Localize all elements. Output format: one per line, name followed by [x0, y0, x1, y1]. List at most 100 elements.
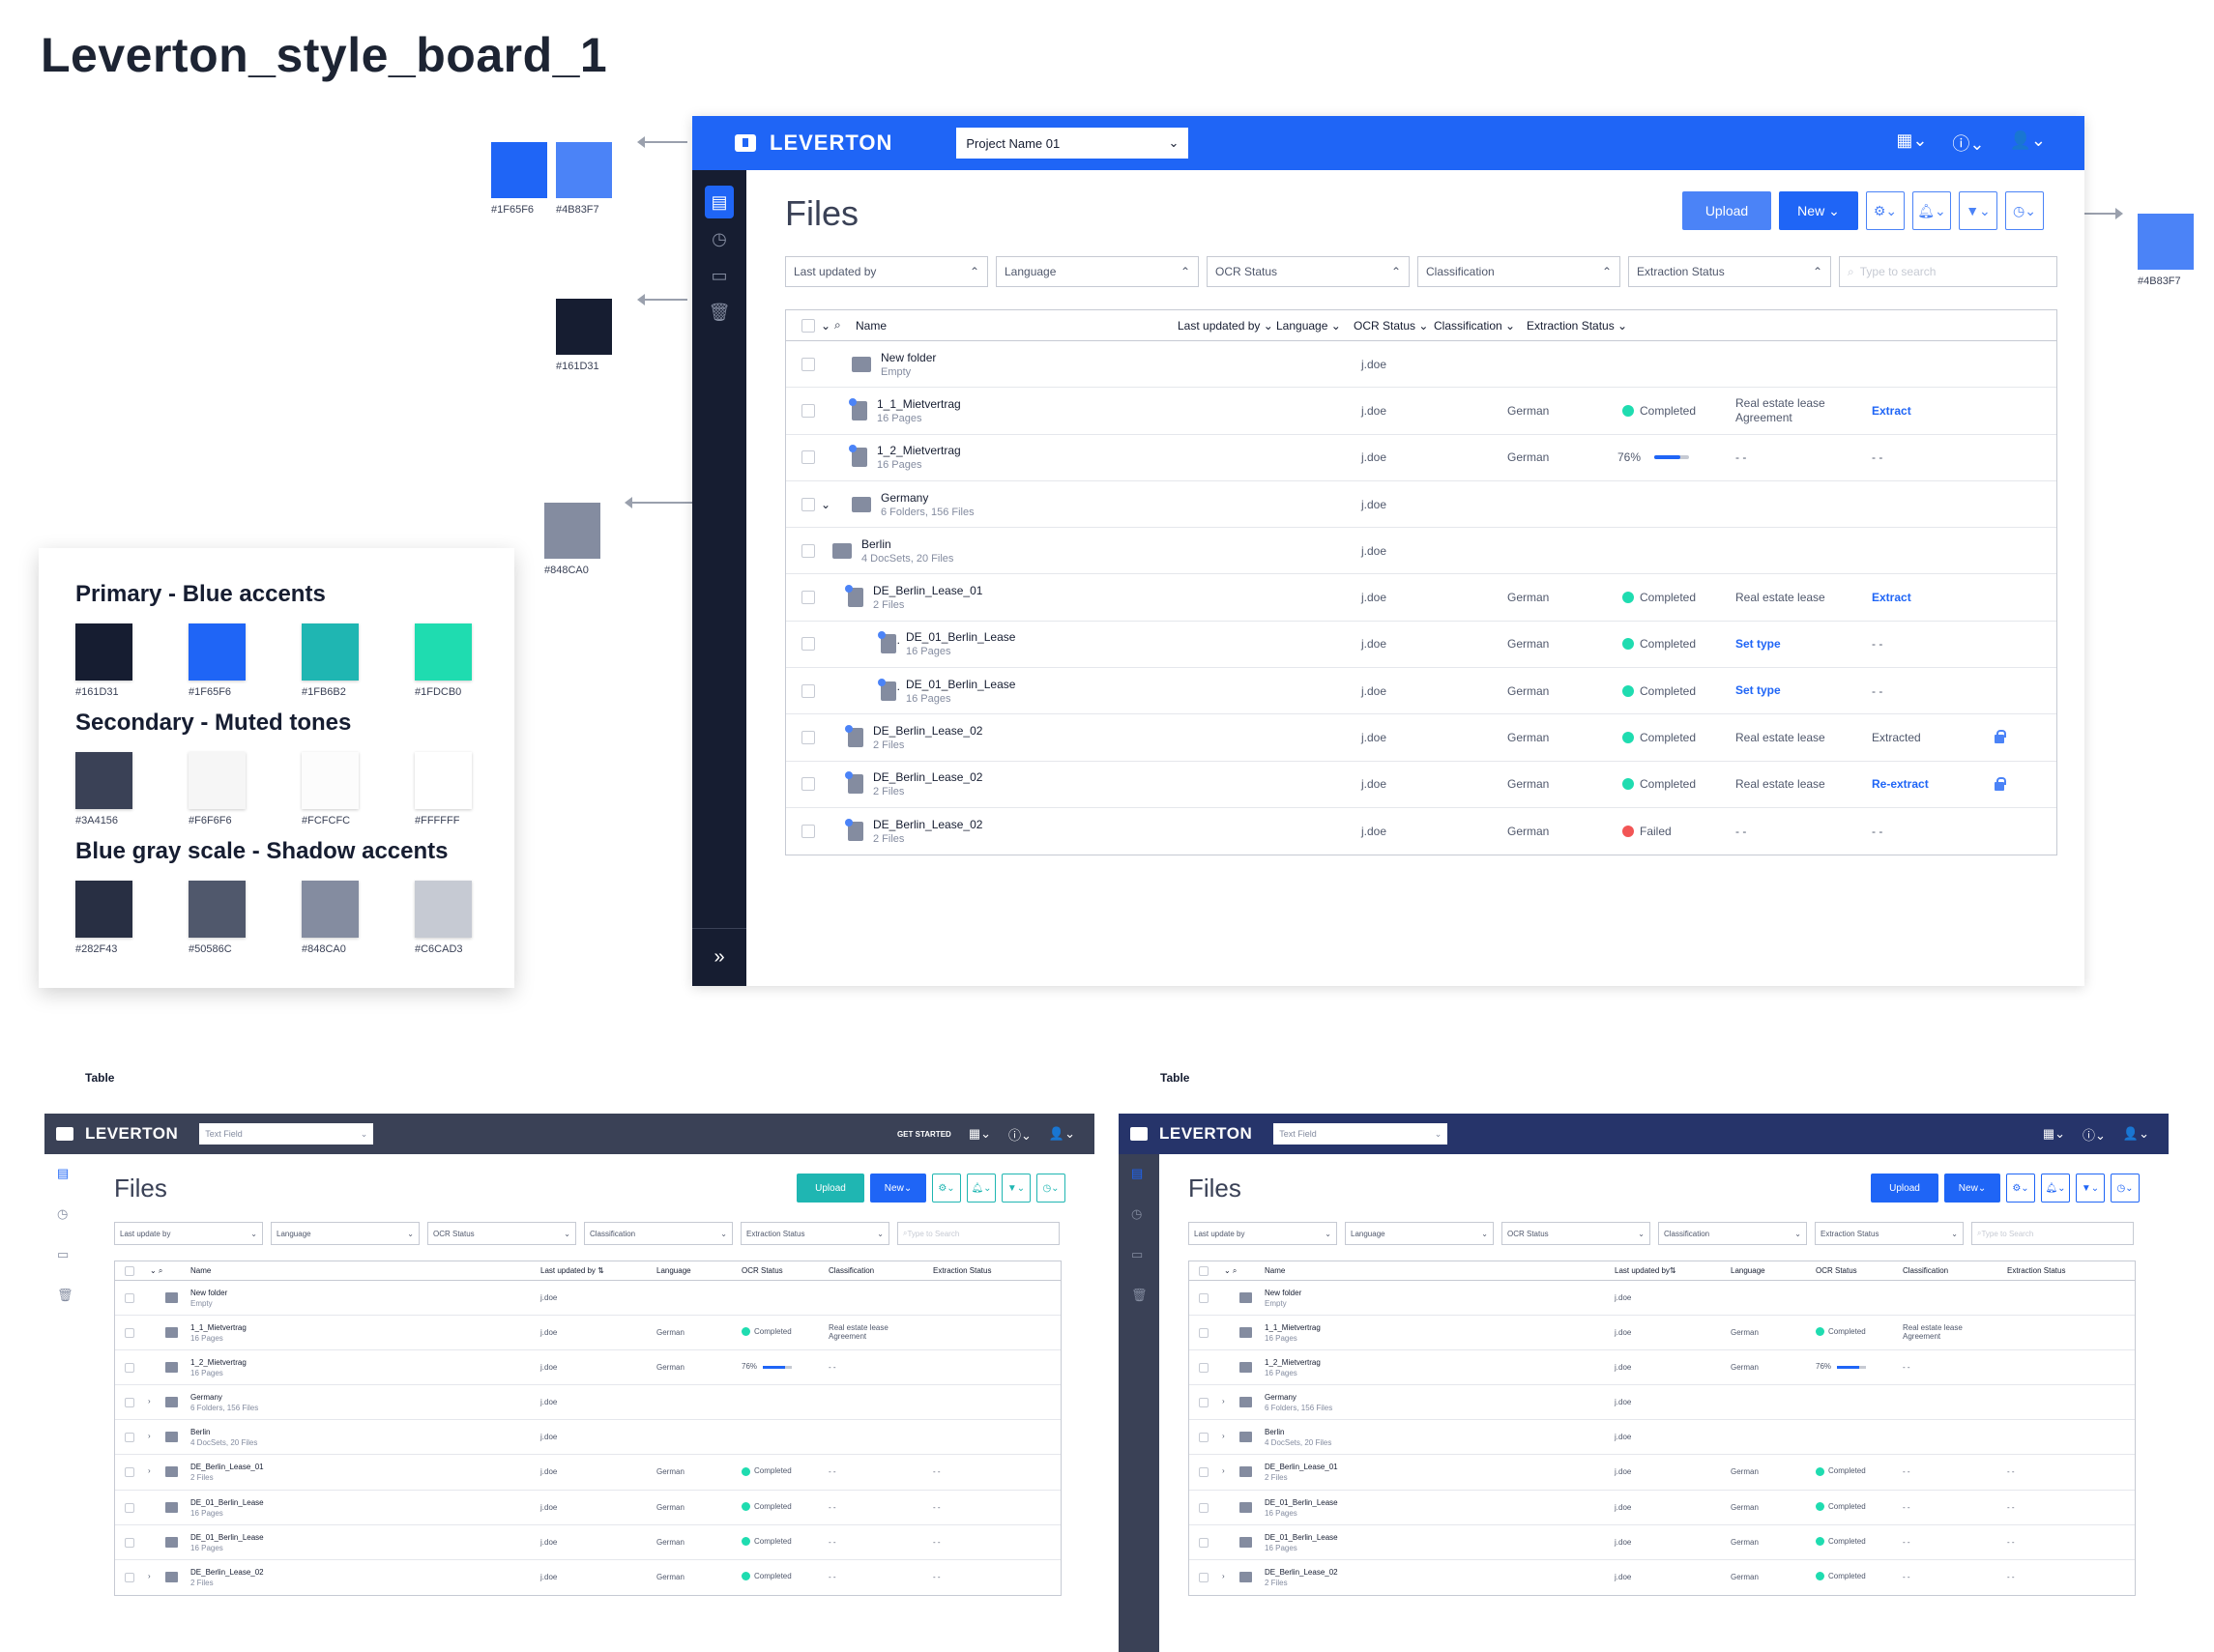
- chevron-right-icon[interactable]: ›: [1222, 1397, 1225, 1406]
- col-ocr[interactable]: OCR Status ⌄: [1354, 318, 1429, 333]
- row-checkbox[interactable]: [801, 731, 815, 745]
- apps-grid-icon[interactable]: ▦⌄: [968, 1126, 991, 1141]
- archive-icon[interactable]: ▭: [711, 265, 728, 285]
- filter-dropdown[interactable]: Extraction Status ⌄: [1815, 1222, 1964, 1245]
- column-header[interactable]: Extraction Status: [933, 1266, 992, 1275]
- settings-icon[interactable]: ⚙⌄: [932, 1174, 961, 1203]
- row-checkbox[interactable]: [801, 825, 815, 839]
- row-checkbox[interactable]: [125, 1537, 134, 1548]
- row-classification[interactable]: Set type: [1735, 683, 1781, 698]
- row-checkbox[interactable]: [801, 450, 815, 465]
- archive-icon[interactable]: ▭: [1131, 1247, 1144, 1261]
- trash-icon[interactable]: 🗑: [57, 1288, 73, 1302]
- row-checkbox[interactable]: [1199, 1293, 1209, 1303]
- files-icon[interactable]: ▤: [1131, 1166, 1144, 1180]
- row-checkbox[interactable]: [125, 1363, 134, 1374]
- search-icon[interactable]: ⌕: [834, 318, 841, 332]
- filter-dropdown[interactable]: Last updated by ⌃: [785, 256, 988, 287]
- chevron-right-icon[interactable]: ›: [1222, 1571, 1225, 1580]
- lock-icon[interactable]: [1995, 730, 2006, 744]
- filter-icon[interactable]: ▼⌄: [1959, 191, 1997, 230]
- bell-icon[interactable]: 🔔︎⌄: [1912, 191, 1951, 230]
- row-checkbox[interactable]: [125, 1398, 134, 1408]
- filter-dropdown[interactable]: Last update by ⌄: [114, 1222, 263, 1245]
- table-row[interactable]: 1_2_Mietvertrag 16 Pages j.doe German 76% - -: [1189, 1350, 2135, 1386]
- filter-dropdown[interactable]: Extraction Status ⌄: [741, 1222, 889, 1245]
- row-checkbox[interactable]: [801, 637, 815, 652]
- row-checkbox[interactable]: [801, 683, 815, 698]
- table-row[interactable]: 1_2_Mietvertrag 16 Pages j.doe German 76% - -…: [786, 435, 2056, 481]
- settings-icon[interactable]: ⚙⌄: [1866, 191, 1905, 230]
- row-checkbox[interactable]: [125, 1572, 134, 1582]
- history-icon[interactable]: ◷⌄: [2111, 1174, 2140, 1203]
- trash-icon[interactable]: 🗑: [1131, 1288, 1148, 1302]
- files-icon[interactable]: ▤: [705, 186, 734, 218]
- table-row[interactable]: 1_1_Mietvertrag 16 Pages j.doe German Comple…: [1189, 1316, 2135, 1351]
- new-button[interactable]: New ⌄: [1944, 1174, 2000, 1203]
- filter-dropdown[interactable]: Language ⌄: [1345, 1222, 1494, 1245]
- row-checkbox[interactable]: [125, 1293, 134, 1303]
- apps-grid-icon[interactable]: ▦⌄: [2042, 1126, 2065, 1141]
- collapse-all-icon[interactable]: ⌄: [821, 318, 831, 333]
- row-checkbox[interactable]: [1199, 1572, 1209, 1582]
- table-row[interactable]: › Berlin 4 DocSets, 20 Files j.doe: [1189, 1420, 2135, 1456]
- col-extraction[interactable]: Extraction Status ⌄: [1527, 318, 1628, 333]
- filter-icon[interactable]: ▼⌄: [2076, 1174, 2105, 1203]
- lock-icon[interactable]: [1995, 776, 2006, 791]
- table-row[interactable]: 1_1_Mietvertrag 16 Pages j.doe German Comple…: [115, 1316, 1061, 1351]
- collapse-all-icon[interactable]: ⌄ ⌕: [150, 1265, 163, 1275]
- table-row[interactable]: › Germany 6 Folders, 156 Files j.doe: [1189, 1385, 2135, 1421]
- row-checkbox[interactable]: [1199, 1467, 1209, 1478]
- row-checkbox[interactable]: [125, 1467, 134, 1478]
- history-icon[interactable]: ◷⌄: [2005, 191, 2044, 230]
- row-checkbox[interactable]: [125, 1502, 134, 1513]
- row-checkbox[interactable]: [1199, 1363, 1209, 1374]
- user-icon[interactable]: 👤⌄: [2122, 1126, 2149, 1141]
- table-row[interactable]: ⌄DE_Berlin_Lease_012 Filesj.doeGermanCom…: [786, 574, 2056, 622]
- project-select[interactable]: Project Name 01 ⌄: [956, 128, 1189, 159]
- get-started-link[interactable]: GET STARTED: [896, 1129, 951, 1139]
- search-input[interactable]: ⌕ Type to search: [1839, 256, 2057, 287]
- clock-icon[interactable]: ◷: [57, 1206, 69, 1221]
- column-header[interactable]: Language: [656, 1266, 691, 1275]
- filter-dropdown[interactable]: OCR Status ⌄: [427, 1222, 576, 1245]
- upload-button[interactable]: Upload: [1682, 191, 1771, 230]
- row-extraction-status[interactable]: Extract: [1872, 403, 1911, 418]
- new-button[interactable]: New ⌄: [870, 1174, 926, 1203]
- column-header[interactable]: Last updated by ⇅: [540, 1266, 604, 1275]
- row-checkbox[interactable]: [801, 357, 815, 371]
- column-header[interactable]: Extraction Status: [2007, 1266, 2066, 1275]
- help-icon[interactable]: ⓘ⌄: [1008, 1127, 1032, 1143]
- select-all-checkbox[interactable]: [801, 318, 815, 333]
- bell-icon[interactable]: 🔔︎⌄: [2041, 1174, 2070, 1203]
- new-button[interactable]: New ⌄: [1779, 191, 1858, 230]
- chevron-right-icon[interactable]: ›: [148, 1466, 151, 1476]
- col-updated[interactable]: Last updated by ⌄: [1178, 318, 1273, 333]
- column-header[interactable]: Name: [190, 1266, 212, 1275]
- upload-button[interactable]: Upload: [1871, 1174, 1938, 1203]
- clock-icon[interactable]: ◷: [1131, 1206, 1143, 1221]
- table-row[interactable]: 1_2_Mietvertrag 16 Pages j.doe German 76% - -: [115, 1350, 1061, 1386]
- table-row[interactable]: ›DE_Berlin_Lease_022 Filesj.doeGermanCom…: [786, 762, 2056, 808]
- row-checkbox[interactable]: [801, 403, 815, 418]
- column-header[interactable]: Language: [1731, 1266, 1765, 1275]
- filter-dropdown[interactable]: Classification ⌄: [584, 1222, 733, 1245]
- user-icon[interactable]: 👤⌄: [2009, 130, 2047, 150]
- row-checkbox[interactable]: [801, 591, 815, 605]
- row-checkbox[interactable]: [801, 497, 815, 511]
- table-row[interactable]: DE_01_Berlin_Lease 16 Pages j.doe German Com…: [1189, 1491, 2135, 1525]
- expand-sidebar-icon[interactable]: »: [692, 928, 746, 986]
- table-row[interactable]: New folder Empty j.doe: [1189, 1281, 2135, 1317]
- chevron-right-icon[interactable]: ›: [1222, 1466, 1225, 1476]
- table-row[interactable]: › Berlin 4 DocSets, 20 Files j.doe: [115, 1420, 1061, 1456]
- table-row[interactable]: DE_01_Berlin_Lease 16 Pages j.doe German Com…: [115, 1525, 1061, 1560]
- filter-dropdown[interactable]: OCR Status ⌄: [1501, 1222, 1650, 1245]
- row-checkbox[interactable]: [1199, 1398, 1209, 1408]
- help-icon[interactable]: ⓘ⌄: [2083, 1127, 2106, 1143]
- chevron-right-icon[interactable]: ›: [148, 1432, 151, 1441]
- row-checkbox[interactable]: [1199, 1433, 1209, 1443]
